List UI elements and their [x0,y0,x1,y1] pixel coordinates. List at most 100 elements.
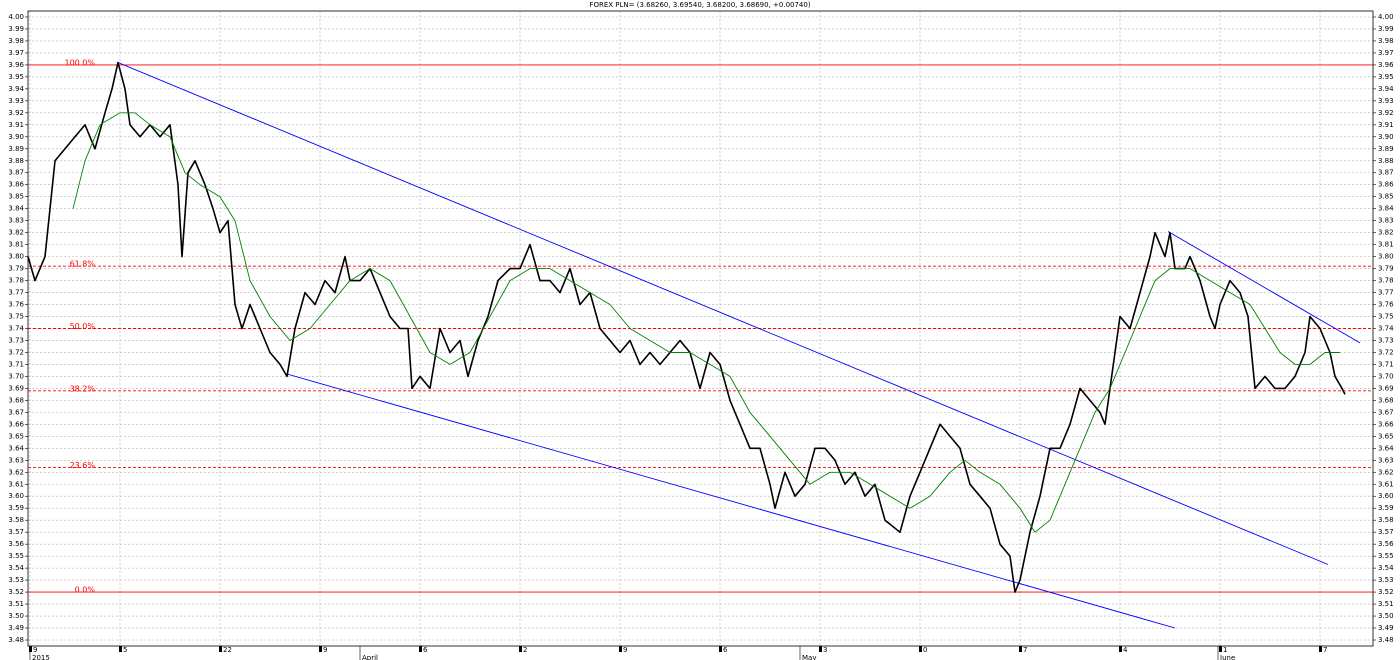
y-tick-label: 3.58 [8,516,24,524]
y-tick-label: 3.64 [1378,444,1394,452]
y-tick-label: 3.99 [1378,25,1394,33]
y-tick-label: 3.85 [1378,193,1394,201]
price-line [72,112,1340,533]
y-tick-label: 3.91 [8,121,24,129]
y-tick-label: 3.53 [1378,576,1394,584]
y-tick-label: 3.51 [8,600,24,608]
y-tick-label: 3.94 [8,85,24,93]
y-tick-label: 3.96 [8,61,24,69]
y-tick-label: 3.50 [8,612,24,620]
y-tick-label: 3.97 [1378,49,1394,57]
x-tick-label: 5 [123,646,127,654]
y-tick-label: 3.48 [1378,636,1394,644]
x-tick [819,646,822,652]
y-tick-label: 3.84 [1378,205,1394,213]
y-tick-label: 3.84 [8,205,24,213]
y-tick-label: 3.49 [1378,624,1394,632]
y-tick-label: 3.82 [8,229,24,237]
y-tick-label: 3.96 [1378,61,1394,69]
x-tick-label: 2 [523,646,527,654]
x-tick-label: 7 [1323,646,1327,654]
y-tick-label: 3.69 [1378,384,1394,392]
x-tick [1219,646,1222,652]
y-tick-label: 3.95 [1378,73,1394,81]
x-tick-label: 1 [1223,646,1227,654]
x-period-label: 2015 [32,654,50,660]
trend-line [286,373,1176,629]
x-tick [919,646,922,652]
x-period-label: April [362,654,378,660]
x-tick [219,646,222,652]
y-tick-label: 3.65 [8,432,24,440]
y-tick-label: 3.63 [8,456,24,464]
y-tick-label: 3.87 [8,169,24,177]
y-tick-label: 3.68 [8,396,24,404]
y-tick-label: 3.79 [8,265,24,273]
fib-label: 0.0% [75,586,96,595]
y-tick-label: 3.83 [1378,217,1394,225]
y-tick-label: 3.52 [1378,588,1394,596]
y-tick-label: 3.86 [8,181,24,189]
y-tick-label: 3.70 [8,372,24,380]
y-tick-label: 3.82 [1378,229,1394,237]
x-tick [319,646,322,652]
y-tick-label: 3.60 [8,492,24,500]
y-tick-label: 3.49 [8,624,24,632]
y-tick-label: 3.59 [8,504,24,512]
y-tick-label: 3.61 [8,480,24,488]
y-tick-label: 3.71 [8,360,24,368]
y-tick-label: 3.72 [1378,348,1394,356]
y-tick-label: 3.56 [8,540,24,548]
y-tick-label: 3.73 [8,336,24,344]
y-tick-label: 3.57 [8,528,24,536]
y-tick-label: 3.55 [1378,552,1394,560]
y-tick-label: 3.67 [8,408,24,416]
y-tick-label: 3.89 [1378,145,1394,153]
y-tick-label: 3.87 [1378,169,1394,177]
y-tick-label: 3.66 [8,420,24,428]
x-tick-label: 9 [323,646,327,654]
price-line [27,61,1346,593]
y-tick-label: 3.70 [1378,372,1394,380]
y-tick-label: 3.92 [8,109,24,117]
trend-line [1167,231,1361,344]
x-tick-label: 9 [623,646,627,654]
y-tick-label: 3.73 [1378,336,1394,344]
y-tick-label: 3.66 [1378,420,1394,428]
y-tick-label: 3.56 [1378,540,1394,548]
fib-label: 61.8% [70,260,96,269]
y-tick-label: 3.61 [1378,480,1394,488]
y-tick-label: 3.95 [8,73,24,81]
x-tick [119,646,122,652]
y-tick-label: 3.79 [1378,265,1394,273]
y-tick-label: 4.00 [8,13,24,21]
x-tick [1319,646,1322,652]
y-tick-label: 3.72 [8,348,24,356]
y-tick-label: 3.64 [8,444,24,452]
y-tick-label: 3.75 [1378,313,1394,321]
fib-label: 50.0% [70,322,96,331]
y-tick-label: 3.62 [8,468,24,476]
y-tick-label: 3.85 [8,193,24,201]
y-tick-label: 3.67 [1378,408,1394,416]
y-tick-label: 3.93 [1378,97,1394,105]
y-tick-label: 4.00 [1378,13,1394,21]
y-tick-label: 3.94 [1378,85,1394,93]
y-tick-label: 3.77 [8,289,24,297]
x-tick [619,646,622,652]
y-tick-label: 3.92 [1378,109,1394,117]
x-period-label: June [1219,654,1235,660]
y-tick-label: 3.58 [1378,516,1394,524]
y-tick-label: 3.69 [8,384,24,392]
y-tick-label: 3.90 [1378,133,1394,141]
y-tick-label: 3.81 [1378,241,1394,249]
y-tick-label: 3.65 [1378,432,1394,440]
y-tick-label: 3.99 [8,25,24,33]
y-tick-label: 3.53 [8,576,24,584]
x-tick-label: 6 [423,646,428,654]
x-tick [419,646,422,652]
x-tick-label: 22 [223,646,232,654]
y-tick-label: 3.81 [8,241,24,249]
